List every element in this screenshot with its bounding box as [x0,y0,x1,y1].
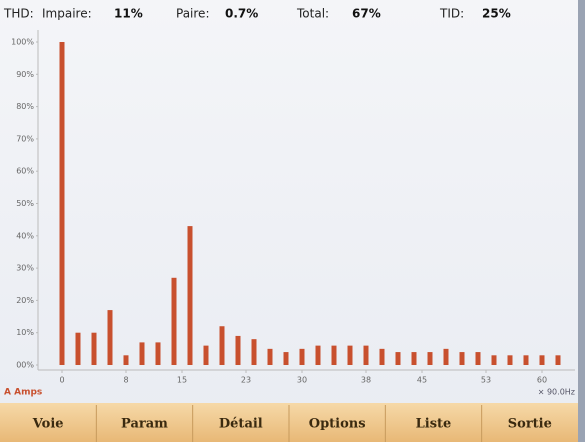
tid-value: 25% [482,7,511,21]
unit-label: A Amps [4,388,42,398]
bar [203,345,209,365]
bar [235,335,241,365]
x-tick-label: 0 [59,376,64,385]
frequency-label: × 90.0Hz [538,388,575,397]
button[interactable]: Options [309,417,366,432]
button[interactable]: Voie [32,417,64,432]
tid-label: TID: [439,7,464,21]
bar [443,348,449,365]
bar [347,345,353,365]
bar [187,226,193,365]
even-label: Paire: [176,7,209,21]
bar [251,339,257,365]
bar [123,355,129,365]
bar [395,352,401,365]
x-tick-label: 15 [177,376,187,385]
bar [331,345,337,365]
button[interactable]: Sortie [508,417,552,432]
frame-shadow [578,0,585,442]
y-tick-label: 50% [16,199,34,208]
y-tick-label: 100% [11,38,34,47]
x-tick-label: 30 [297,376,307,385]
x-tick-label: 60 [537,376,547,385]
bar [315,345,321,365]
y-tick-label: 10% [16,328,34,337]
odd-label: Impaire: [42,7,92,21]
bar [171,277,177,365]
bar [299,348,305,365]
bar [491,355,497,365]
bar [75,332,81,365]
y-tick-label: 20% [16,296,34,305]
bar [363,345,369,365]
bar [107,310,113,365]
bar [475,352,481,365]
y-tick-label: 80% [16,102,34,111]
bar [459,352,465,365]
total-label: Total: [296,7,329,21]
button[interactable]: Param [121,417,168,432]
y-tick-label: 90% [16,70,34,79]
x-tick-label: 45 [417,376,427,385]
bar [155,342,161,365]
bar [411,352,417,365]
y-tick-label: 40% [16,231,34,240]
bar [555,355,561,365]
even-value: 0.7% [225,7,258,21]
bar [427,352,433,365]
x-tick-label: 53 [481,376,491,385]
y-tick-label: 60% [16,167,34,176]
total-value: 67% [352,7,381,21]
y-tick-label: 30% [16,264,34,273]
odd-value: 11% [114,7,143,21]
bar [523,355,529,365]
thd-label: THD: [3,7,34,21]
x-tick-label: 23 [241,376,251,385]
x-tick-label: 8 [123,376,128,385]
bar [539,355,545,365]
bar [507,355,513,365]
y-tick-label: 70% [16,134,34,143]
bar [267,348,273,365]
y-tick-label: 00% [16,361,34,370]
bar [139,342,145,365]
button[interactable]: Détail [219,417,263,432]
bar [379,348,385,365]
bar [283,352,289,365]
bar [219,326,225,365]
bar [91,332,97,365]
x-tick-label: 38 [361,376,371,385]
button[interactable]: Liste [416,417,452,432]
bar [59,42,65,365]
